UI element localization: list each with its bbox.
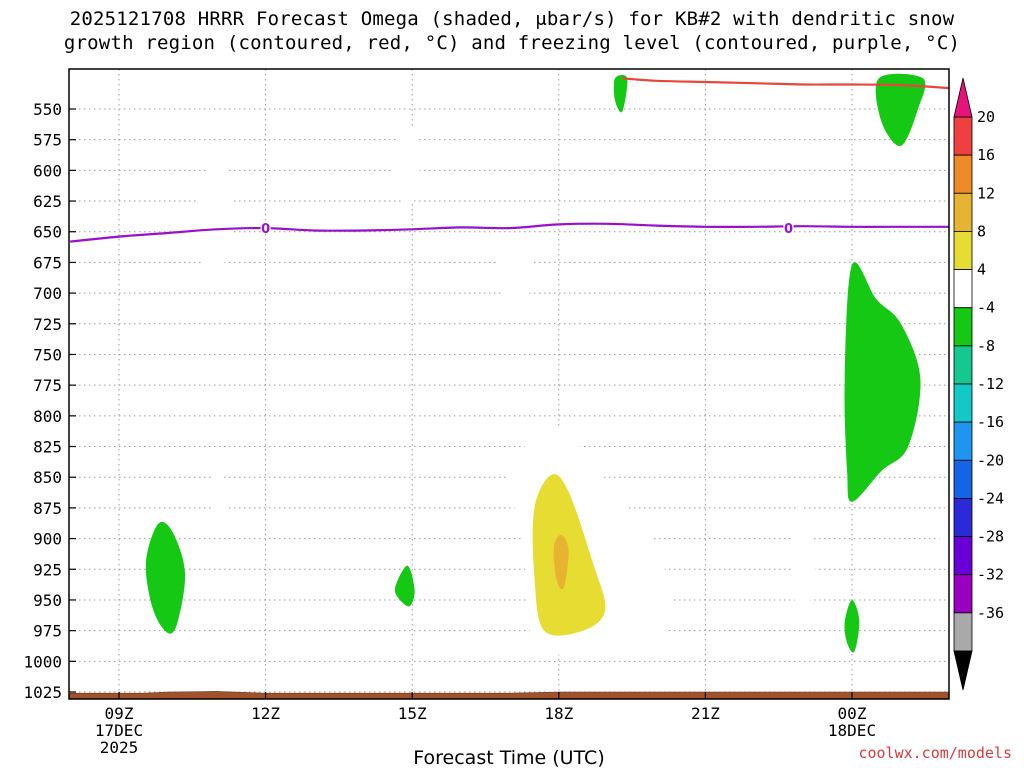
y-tick-label-550: 550 (33, 100, 62, 119)
gridlines (69, 69, 949, 699)
colorbar-label--20: -20 (977, 451, 1004, 469)
y-tick-label-600: 600 (33, 161, 62, 180)
dgz-contour-line (622, 77, 949, 90)
omega-region-10 (875, 73, 926, 146)
colorbar-label-8: 8 (977, 222, 986, 240)
omega-region-4 (790, 505, 816, 616)
omega-region-12 (145, 521, 186, 634)
colorbar-label-4: 4 (977, 261, 986, 279)
colorbar-label--32: -32 (977, 566, 1004, 584)
omega-region-13 (394, 565, 415, 607)
plot-frame (68, 68, 950, 700)
y-tick-label-825: 825 (33, 438, 62, 457)
omega-region-8 (553, 534, 569, 590)
credit-text: coolwx.com/models (858, 744, 1012, 762)
y-tick-label-800: 800 (33, 407, 62, 426)
colorbar-swatch-8 (953, 231, 973, 270)
omega-shading (145, 73, 949, 656)
colorbar-swatch-20 (953, 116, 973, 156)
y-tick-label-625: 625 (33, 192, 62, 211)
x-tick-date-00Z: 18DEC (828, 721, 876, 740)
y-tick-label-725: 725 (33, 315, 62, 334)
colorbar-swatch--20 (953, 459, 973, 499)
freezing-level-label-1: 0 (784, 222, 793, 237)
colorbar-swatch--28 (953, 536, 973, 576)
y-tick-label-575: 575 (33, 131, 62, 150)
omega-region-5 (938, 491, 949, 569)
colorbar-extend-high (953, 77, 973, 118)
x-axis-label: Forecast Time (UTC) (413, 747, 604, 768)
colorbar-label--36: -36 (977, 604, 1004, 622)
colorbar-swatch--16 (953, 421, 973, 461)
chart-title-line-2: growth region (contoured, red, °C) and f… (63, 32, 961, 54)
y-tick-label-700: 700 (33, 284, 62, 303)
colorbar-swatch-16 (953, 154, 973, 194)
omega-region-1 (388, 126, 420, 211)
colorbar-label-12: 12 (977, 184, 995, 202)
x-tick-label-15Z: 15Z (398, 704, 427, 723)
x-tick-label-09Z: 09Z (105, 704, 134, 723)
chart-title-line-1: 2025121708 HRRR Forecast Omega (shaded, … (69, 8, 955, 30)
freezing-label-bg-0 (260, 220, 271, 235)
omega-region-11 (844, 262, 921, 502)
y-tick-label-875: 875 (33, 499, 62, 518)
colorbar-swatch--32 (953, 574, 973, 614)
colorbar-label--4: -4 (977, 299, 995, 317)
pressure-axis: 550 575 600 625 650 675 700 725 750 775 800 825 850 8… (23, 100, 76, 702)
y-tick-label-1025: 1025 (23, 683, 62, 702)
omega-region-2 (495, 233, 535, 321)
omega-region-3 (209, 464, 227, 522)
colorbar-swatch--8 (953, 345, 973, 385)
x-tick-year-09Z: 2025 (100, 738, 139, 757)
colorbar-swatch--36 (953, 612, 973, 652)
omega-region-14 (844, 599, 860, 653)
y-tick-label-925: 925 (33, 560, 62, 579)
colorbar-label--8: -8 (977, 337, 995, 355)
y-tick-label-900: 900 (33, 530, 62, 549)
freezing-label-bg-1 (783, 220, 794, 235)
colorbar-swatch-12 (953, 192, 973, 232)
colorbar-swatch-4 (953, 269, 973, 309)
colorbar-label--12: -12 (977, 375, 1004, 393)
colorbar-label-20: 20 (977, 108, 995, 126)
colorbar-label--16: -16 (977, 413, 1004, 431)
y-tick-label-775: 775 (33, 376, 62, 395)
colorbar-label-16: 16 (977, 146, 995, 164)
colorbar-swatch--24 (953, 498, 973, 537)
y-tick-label-975: 975 (33, 622, 62, 641)
y-tick-label-650: 650 (33, 223, 62, 242)
omega-region-0 (194, 149, 234, 282)
freezing-level-label-0: 0 (261, 222, 270, 237)
x-tick-label-00Z: 00Z (838, 704, 867, 723)
colorbar-swatch--12 (953, 383, 973, 423)
x-tick-label-12Z: 12Z (251, 704, 280, 723)
y-tick-label-750: 750 (33, 345, 62, 364)
omega-region-7 (532, 474, 606, 636)
x-tick-label-21Z: 21Z (691, 704, 720, 723)
colorbar-label--28: -28 (977, 528, 1004, 546)
y-tick-label-675: 675 (33, 253, 62, 272)
colorbar-extend-low (953, 650, 973, 691)
colorbar-label--24: -24 (977, 489, 1004, 507)
x-tick-date-09Z: 17DEC (95, 721, 143, 740)
y-tick-label-850: 850 (33, 468, 62, 487)
freezing-level-line (69, 222, 949, 243)
x-tick-label-18Z: 18Z (544, 704, 573, 723)
omega-region-9 (613, 74, 628, 113)
y-tick-label-950: 950 (33, 591, 62, 610)
colorbar-swatch--4 (953, 307, 973, 347)
y-tick-label-1000: 1000 (23, 652, 62, 671)
colorbar: 20 16 12 8 4 -4 -8 -12 -16 -20 -24 -28 -32 -36 (953, 77, 1004, 691)
